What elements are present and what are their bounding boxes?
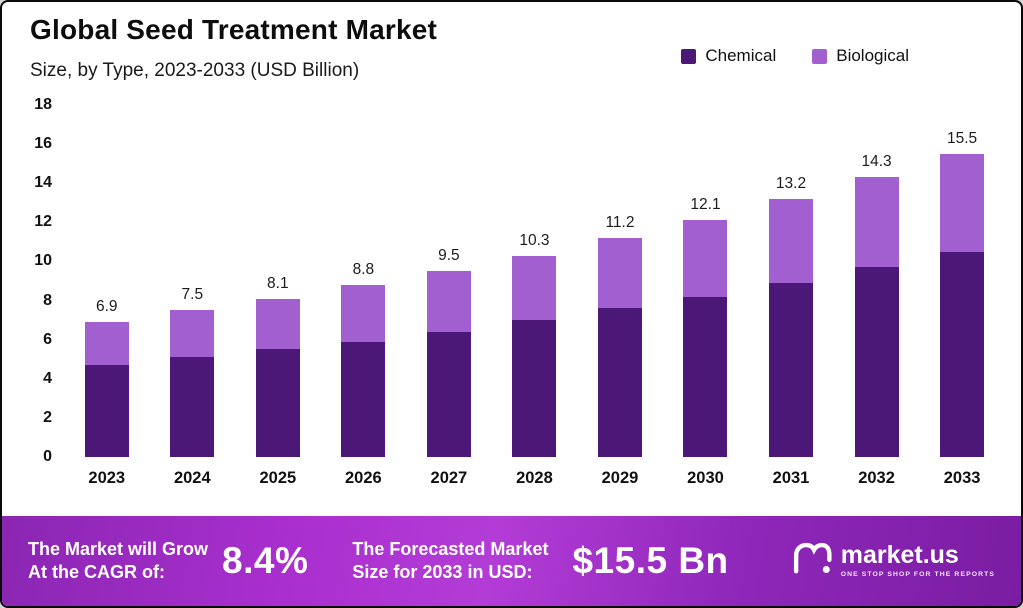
bar-segment-chemical [84, 365, 129, 457]
bar-total-label: 11.2 [605, 214, 635, 231]
bar-group: 12.1 [669, 105, 741, 457]
y-tick-label: 10 [34, 252, 52, 270]
bar-group: 10.3 [498, 105, 570, 457]
x-axis-label: 2024 [173, 469, 211, 487]
forecast-value: $15.5 Bn [572, 540, 729, 581]
bar-segment-biological [683, 220, 728, 297]
chart-subtitle: Size, by Type, 2023-2033 (USD Billion) [30, 60, 360, 81]
bar-total-label: 7.5 [181, 286, 204, 304]
y-tick-label: 6 [43, 330, 52, 348]
x-axis-label: 2027 [430, 469, 468, 487]
cagr-label-line1: The Market will Grow [28, 538, 209, 559]
bar-segment-biological [940, 153, 985, 252]
bar-group: 6.9 [71, 105, 143, 457]
bar-segment-biological [426, 271, 471, 332]
market-us-logo: market.us ONE STOP SHOP FOR THE REPORTS [790, 538, 995, 585]
forecast-label-line1: The Forecasted Market [352, 538, 549, 559]
x-axis-label: 2032 [858, 469, 895, 487]
brand-tagline: ONE STOP SHOP FOR THE REPORTS [840, 571, 995, 579]
page-title: Global Seed Treatment Market [30, 14, 438, 45]
y-tick-label: 4 [43, 369, 52, 387]
bar-segment-chemical [512, 320, 557, 457]
bar-segment-chemical [683, 296, 728, 457]
bar-segment-biological [84, 322, 129, 366]
bar-segment-chemical [170, 357, 215, 457]
bar-total-label: 10.3 [519, 231, 550, 249]
y-tick-label: 2 [43, 408, 52, 426]
bar-group: 8.1 [242, 105, 314, 457]
bar-total-label: 13.2 [775, 174, 807, 192]
bar-total-label: 9.5 [438, 247, 460, 265]
bar-group: 13.2 [755, 105, 827, 457]
forecast-label-line2: Size for 2033 in USD: [352, 562, 533, 582]
bar-group: 14.3 [841, 105, 913, 457]
legend-label: Biological [836, 46, 909, 65]
bar-total-label: 8.1 [267, 274, 289, 292]
legend-item-biological: Biological [812, 46, 909, 66]
x-axis-label: 2028 [516, 469, 553, 487]
x-axis-label: 2030 [687, 469, 724, 487]
brand-name: market.us [840, 541, 959, 570]
legend: Chemical Biological [681, 46, 909, 66]
y-tick-label: 14 [34, 174, 52, 192]
cagr-label-line2: At the CAGR of: [28, 562, 165, 582]
x-axis-label: 2031 [772, 469, 810, 487]
footer-banner: The Market will Grow At the CAGR of: 8.4… [2, 516, 1021, 606]
bar-segment-chemical [255, 349, 300, 457]
y-tick-label: 0 [43, 448, 52, 465]
bar-segment-biological [255, 298, 300, 350]
brand-text: market.us ONE STOP SHOP FOR THE REPORTS [841, 543, 995, 579]
bar-group: 8.8 [327, 105, 399, 457]
forecast-label: The Forecasted Market Size for 2033 in U… [352, 538, 548, 584]
bar-group: 15.5 [926, 105, 998, 457]
y-tick-label: 8 [43, 291, 52, 309]
bar-segment-chemical [854, 267, 899, 457]
bar-total-label: 14.3 [861, 153, 892, 171]
bar-total-label: 15.5 [946, 129, 978, 147]
x-axis-label: 2025 [259, 469, 297, 487]
cagr-label: The Market will Grow At the CAGR of: [28, 538, 208, 584]
x-axis-label: 2026 [345, 469, 382, 487]
bar-total-label: 8.8 [352, 260, 375, 278]
bar-group: 9.5 [413, 105, 485, 457]
bar-segment-biological [769, 198, 814, 283]
bar-segment-chemical [769, 282, 814, 457]
x-axis-label: 2023 [88, 469, 126, 487]
legend-label: Chemical [705, 46, 777, 65]
bar-segment-biological [512, 255, 557, 321]
y-tick-label: 18 [34, 96, 52, 113]
x-axis-label: 2033 [943, 469, 981, 487]
bar-segment-chemical [426, 331, 471, 457]
y-tick-label: 16 [34, 135, 52, 153]
bar-segment-chemical [341, 341, 386, 457]
bar-segment-biological [341, 284, 386, 342]
bar-segment-chemical [597, 308, 642, 457]
legend-swatch [812, 48, 828, 64]
bar-segment-biological [170, 310, 215, 358]
bar-segment-biological [597, 238, 642, 309]
x-axis: 2023 2024 2025 2026 2027 2028 2029 2030 2031 2032… [64, 469, 1005, 488]
bar-segment-chemical [940, 251, 985, 457]
cagr-value: 8.4% [222, 540, 309, 581]
plot-area: 6.9 7.5 8.1 8.8 9.5 10.3 11.2 12.1 13.2 14.3 15.5 [64, 105, 1005, 457]
legend-item-chemical: Chemical [681, 46, 776, 66]
x-axis-label: 2029 [601, 469, 639, 487]
y-axis: 0 2 4 6 8 10 12 14 16 18 [20, 96, 52, 465]
market-us-logo-icon [790, 538, 832, 585]
bar-group: 7.5 [156, 105, 228, 457]
legend-swatch [681, 48, 697, 64]
bar-total-label: 6.9 [95, 298, 118, 316]
bar-segment-biological [854, 177, 899, 268]
y-tick-label: 12 [34, 213, 52, 231]
bar-group: 11.2 [584, 105, 656, 457]
bar-total-label: 12.1 [690, 196, 721, 214]
